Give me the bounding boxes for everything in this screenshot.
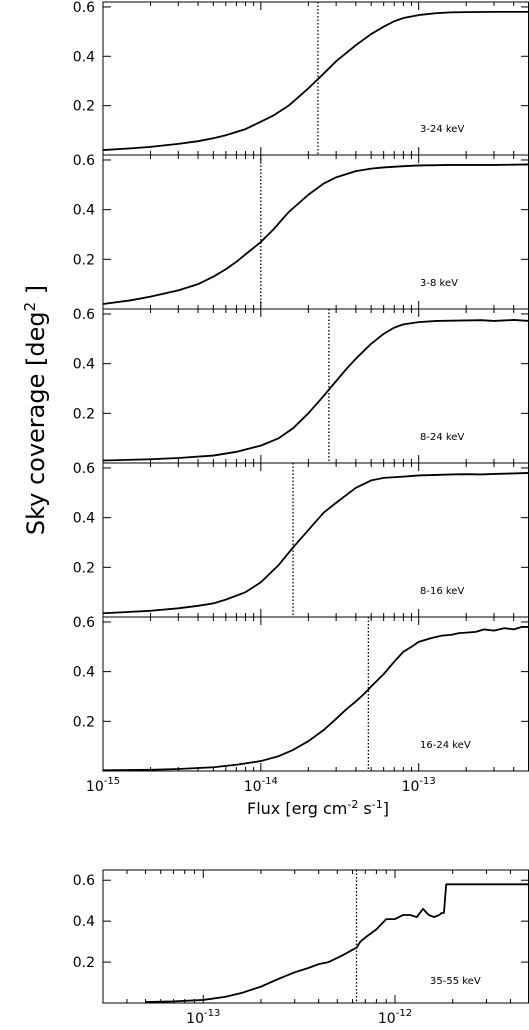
- panel-2-ytick-label: 0.4: [73, 203, 95, 219]
- panel-6-xtick-label: 10-13: [186, 1008, 220, 1027]
- panel-1-ytick-label: 0.4: [73, 49, 95, 65]
- panel-4-ytick-label: 0.2: [73, 560, 95, 576]
- panel-4-band-label: 8-16 keV: [420, 586, 464, 597]
- panel-6-xtick-label: 10-12: [378, 1008, 412, 1027]
- panel-4-frame: [102, 462, 529, 618]
- panel-3-frame: [102, 308, 529, 464]
- panel-5-xtick-label: 10-14: [244, 776, 278, 795]
- panel-4-ytick-label: 0.4: [73, 511, 95, 527]
- panel-6-band-label: 35-55 keV: [430, 976, 481, 987]
- panel-4: 0.2 0.4 0.6 8-16 keV: [73, 461, 529, 618]
- panel-2-band-label: 3-8 keV: [420, 278, 458, 289]
- panel-3-band-label: 8-24 keV: [420, 432, 464, 443]
- panel-4-ytick-label: 0.6: [73, 461, 95, 477]
- panel-6-ytick-label: 0.6: [73, 873, 95, 889]
- y-axis-title-superscript: 2: [21, 302, 39, 312]
- panel-3-series-line: [102, 319, 529, 462]
- panel-5-series-line: [102, 626, 529, 772]
- panel-2-frame: [102, 154, 529, 310]
- panel-5-ytick-label: 0.4: [73, 665, 95, 681]
- panel-3-ytick-label: 0.4: [73, 357, 95, 373]
- panel-2-ytick-label: 0.2: [73, 252, 95, 268]
- panel-2-series-line: [102, 163, 529, 305]
- panel-6-ytick-label: 0.2: [73, 955, 95, 971]
- panel-1-ytick-label: 0.2: [73, 99, 95, 115]
- panel-5-xlabel: Flux [erg cm-2 s-1]: [247, 798, 389, 819]
- y-axis-title: Sky coverage [deg2 ]: [21, 285, 50, 535]
- panel-2-ytick-label: 0.6: [73, 153, 95, 169]
- panel-5-ytick-label: 0.6: [73, 615, 95, 631]
- y-axis-title-end: ]: [22, 285, 50, 302]
- panel-6-series-line: [145, 883, 529, 1003]
- panel-1: 0.2 0.4 0.6 3-24 keV: [73, 0, 529, 156]
- panel-3-ytick-label: 0.2: [73, 406, 95, 422]
- panel-1-frame: [102, 1, 529, 156]
- panel-3-ytick-label: 0.6: [73, 307, 95, 323]
- panel-3: 0.2 0.4 0.6 8-24 keV: [73, 307, 529, 464]
- panel-5-xtick-label: 10-13: [402, 776, 436, 795]
- panel-6-ytick-label: 0.4: [73, 914, 95, 930]
- y-axis-title-text: Sky coverage [deg2 ]: [21, 285, 50, 535]
- panel-1-ytick-label: 0.6: [73, 0, 95, 16]
- panel-5-band-label: 16-24 keV: [420, 740, 471, 751]
- panel-1-band-label: 3-24 keV: [420, 124, 464, 135]
- panel-5: 0.2 0.4 0.6 16-24 keV 10-15 10-14 10-13 Flux [e…: [73, 615, 529, 818]
- panel-4-series-line: [102, 472, 529, 615]
- panel-5-ytick-label: 0.2: [73, 714, 95, 730]
- y-axis-title-main: Sky coverage [deg: [22, 311, 50, 535]
- panel-1-series-line: [102, 10, 529, 151]
- panel-5-xtick-label: 10-15: [86, 776, 120, 795]
- panel-2: 0.2 0.4 0.6 3-8 keV: [73, 153, 529, 310]
